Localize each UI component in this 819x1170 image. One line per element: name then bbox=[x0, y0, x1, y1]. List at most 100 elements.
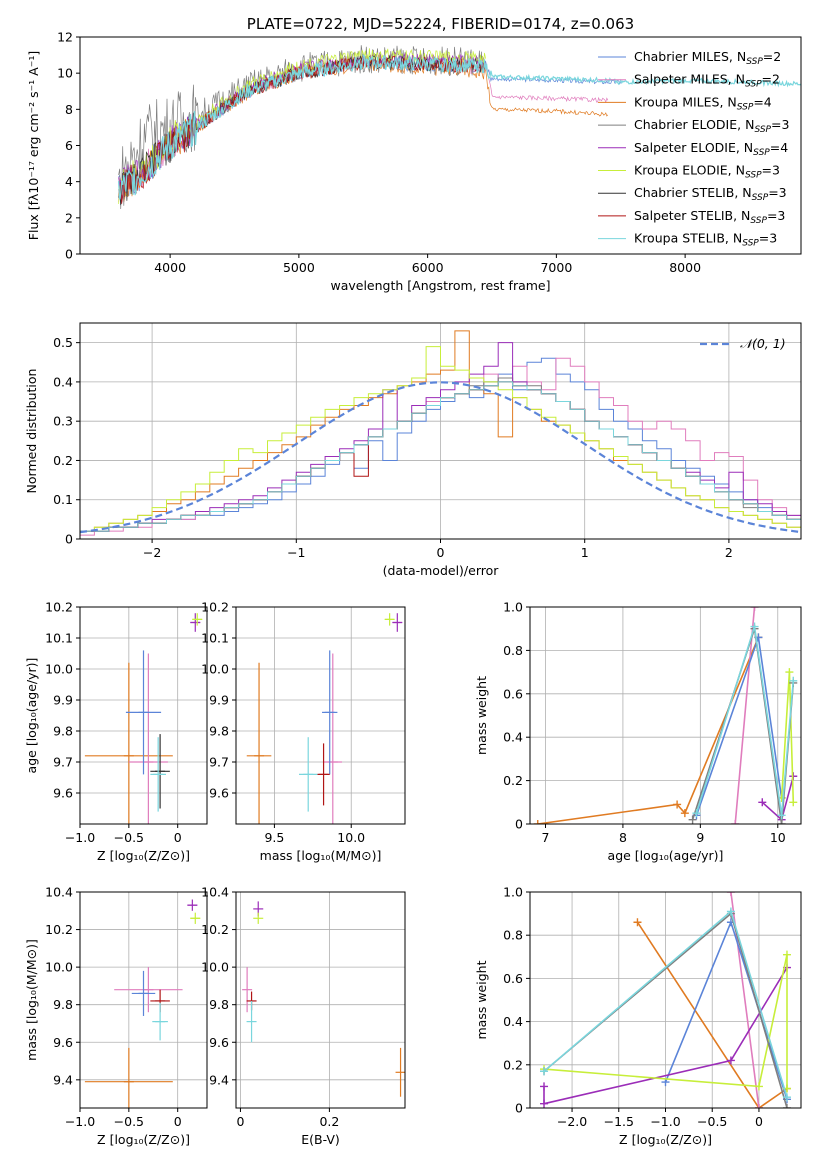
x-axis-label: Z [log₁₀(Z/Z⊙)] bbox=[619, 1132, 712, 1147]
y-tick-label: 9.9 bbox=[209, 693, 229, 708]
plus-marker bbox=[731, 820, 740, 824]
plus-marker bbox=[673, 800, 682, 809]
legend-label: Chabrier ELODIE, NSSP=3 bbox=[634, 117, 789, 135]
x-tick-label: −0.5 bbox=[114, 830, 144, 845]
x-tick-label: 6000 bbox=[412, 260, 444, 275]
x-tick-label: 9.5 bbox=[264, 830, 284, 845]
x-axis-label: (data-model)/error bbox=[383, 563, 500, 578]
y-tick-label: 9.9 bbox=[53, 693, 73, 708]
x-tick-label: 0 bbox=[174, 1114, 182, 1129]
plus-marker bbox=[726, 892, 735, 896]
y-tick-label: 0.6 bbox=[503, 971, 523, 986]
x-tick-label: 0 bbox=[236, 1114, 244, 1129]
y-tick-label: 10.2 bbox=[201, 922, 229, 937]
x-tick-label: 1 bbox=[581, 545, 589, 560]
y-tick-label: 9.6 bbox=[209, 786, 229, 801]
y-tick-label: 0.2 bbox=[503, 1057, 523, 1072]
x-tick-label: 10 bbox=[770, 830, 786, 845]
y-tick-label: 0 bbox=[65, 247, 73, 262]
plot-area bbox=[118, 45, 801, 210]
y-tick-label: 10 bbox=[57, 66, 73, 81]
plus-marker bbox=[754, 1082, 763, 1091]
y-tick-label: 6 bbox=[65, 138, 73, 153]
y-tick-label: 0.2 bbox=[503, 773, 523, 788]
y-tick-label: 9.7 bbox=[209, 755, 229, 770]
plus-marker bbox=[726, 1056, 735, 1065]
y-tick-label: 0.6 bbox=[503, 686, 523, 701]
chart-panel-7: 0 0.2 9.4 9.6 9.8 10.0 10.2 10.4 E(B-V) bbox=[201, 885, 406, 1147]
x-tick-label: −1.0 bbox=[650, 1114, 680, 1129]
y-axis-label: age [log₁₀(age/yr)] bbox=[24, 658, 39, 774]
x-tick-label: 2 bbox=[725, 545, 733, 560]
y-tick-label: 10.1 bbox=[45, 631, 73, 646]
chart-panel-6: −1.0 −0.5 0 9.4 9.6 9.8 10.0 10.2 10.4 Z [log₁₀(Z… bbox=[24, 885, 208, 1147]
plus-marker bbox=[754, 1104, 763, 1108]
axes-frame bbox=[235, 606, 406, 825]
histogram-step bbox=[80, 381, 801, 539]
weight-line bbox=[664, 919, 788, 1100]
x-tick-label: 5000 bbox=[283, 260, 315, 275]
plot-area bbox=[246, 613, 403, 824]
y-axis-label: mass weight bbox=[474, 960, 489, 1039]
x-tick-label: 0.2 bbox=[319, 1114, 339, 1129]
y-tick-label: 0.4 bbox=[503, 730, 523, 745]
x-tick-label: 0 bbox=[437, 545, 445, 560]
y-axis-label: Normed distribution bbox=[24, 369, 39, 494]
x-tick-label: −0.5 bbox=[697, 1114, 727, 1129]
plot-area bbox=[533, 607, 798, 824]
y-tick-label: 10.1 bbox=[201, 631, 229, 646]
y-tick-label: 0.8 bbox=[503, 643, 523, 658]
y-tick-label: 1.0 bbox=[503, 885, 523, 900]
legend-label: Salpeter MILES, NSSP=2 bbox=[634, 72, 780, 90]
x-tick-label: −2 bbox=[143, 545, 161, 560]
chart-panel-4: 9.5 10.0 9.6 9.7 9.8 9.9 10.0 10.1 10.2 mass [log… bbox=[201, 600, 406, 863]
chart-panel-8: −2.0 −1.5 −1.0 −0.5 0 0 0.2 0.4 0.6 0.8 1.0 Z [log₁… bbox=[474, 885, 802, 1147]
legend-label: Salpeter STELIB, NSSP=3 bbox=[634, 208, 785, 226]
x-tick-label: −1.0 bbox=[65, 1114, 95, 1129]
axes-frame bbox=[529, 606, 802, 825]
plus-marker bbox=[688, 815, 697, 824]
spectrum-line bbox=[118, 45, 486, 210]
x-tick-label: −0.5 bbox=[114, 1114, 144, 1129]
y-tick-label: 0.8 bbox=[503, 928, 523, 943]
x-axis-label: Z [log₁₀(Z/Z⊙)] bbox=[97, 848, 190, 863]
legend-label: Kroupa STELIB, NSSP=3 bbox=[634, 231, 777, 249]
y-tick-label: 0 bbox=[515, 817, 523, 832]
y-tick-label: 0 bbox=[515, 1101, 523, 1116]
legend-label: 𝒩(0, 1) bbox=[740, 336, 786, 351]
y-tick-label: 2 bbox=[65, 210, 73, 225]
plus-marker bbox=[533, 820, 542, 824]
chart-panel-1: Chabrier MILES, NSSP=2 Salpeter MILES, NS… bbox=[26, 15, 802, 293]
y-tick-label: 10.0 bbox=[45, 662, 73, 677]
y-tick-label: 8 bbox=[65, 102, 73, 117]
plus-marker bbox=[789, 798, 798, 807]
axes-frame bbox=[235, 891, 406, 1109]
weight-line bbox=[734, 607, 756, 824]
plus-marker bbox=[633, 918, 642, 927]
y-tick-label: 9.8 bbox=[209, 724, 229, 739]
plus-marker bbox=[782, 1104, 791, 1108]
plot-area bbox=[84, 899, 201, 1108]
x-tick-label: −1.5 bbox=[604, 1114, 634, 1129]
y-tick-label: 9.4 bbox=[53, 1072, 73, 1087]
chart-panel-5: 7 8 9 10 0 0.2 0.4 0.6 0.8 1.0 age [log₁₀(age/yr)]… bbox=[474, 600, 802, 863]
y-tick-label: 10.2 bbox=[45, 600, 73, 615]
x-axis-label: wavelength [Angstrom, rest frame] bbox=[330, 278, 550, 293]
x-axis-label: Z [log₁₀(Z/Z⊙)] bbox=[97, 1132, 190, 1147]
y-tick-label: 9.4 bbox=[209, 1072, 229, 1087]
plot-area bbox=[540, 892, 791, 1108]
x-tick-label: −2.0 bbox=[557, 1114, 587, 1129]
chart-title: PLATE=0722, MJD=52224, FIBERID=0174, z=0… bbox=[247, 15, 634, 33]
y-axis-label: mass weight bbox=[474, 676, 489, 755]
plus-marker bbox=[692, 809, 701, 818]
y-tick-label: 10.2 bbox=[45, 922, 73, 937]
y-tick-label: 4 bbox=[65, 174, 73, 189]
plus-marker bbox=[782, 950, 791, 959]
legend: 𝒩(0, 1) bbox=[700, 336, 786, 351]
axes-frame bbox=[79, 891, 208, 1109]
plus-marker bbox=[777, 820, 786, 824]
legend-label: Salpeter ELODIE, NSSP=4 bbox=[634, 140, 788, 158]
y-tick-label: 9.8 bbox=[53, 724, 73, 739]
axes-frame bbox=[79, 606, 208, 825]
